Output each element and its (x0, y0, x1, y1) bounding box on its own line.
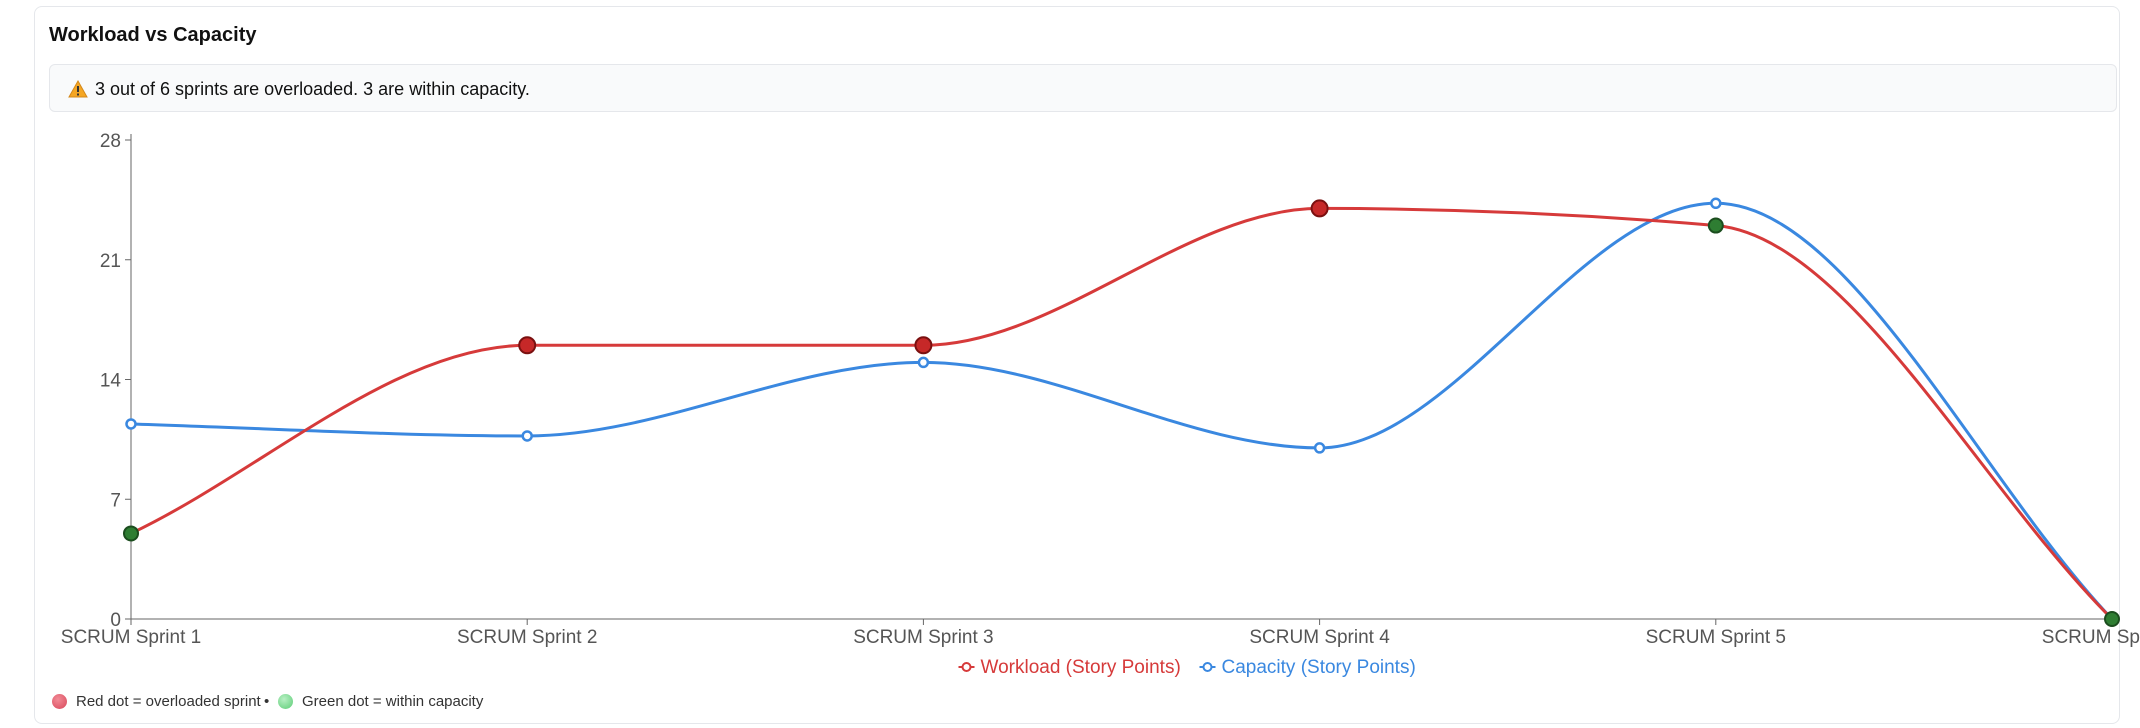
green-dot-icon (278, 693, 293, 709)
y-tick-label: 14 (100, 371, 122, 392)
workload-point-within (123, 525, 139, 542)
capacity-point (1710, 197, 1722, 210)
x-tick-label: SCRUM Sprint 2 (457, 627, 597, 648)
note-red-text: Red dot = overloaded sprint (76, 692, 261, 710)
workload-point-within (2104, 611, 2120, 627)
note-separator: • (264, 692, 270, 710)
capacity-point (521, 430, 533, 442)
legend-capacity-label: Capacity (Story Points) (1222, 657, 1416, 678)
capacity-point (125, 418, 137, 430)
legend-workload-marker (961, 662, 972, 672)
y-tick-label: 0 (110, 610, 121, 631)
workload-point-overloaded (518, 336, 537, 355)
alert-text: 3 out of 6 sprints are overloaded. 3 are… (95, 79, 530, 99)
legend-capacity-marker (1202, 662, 1213, 672)
card-title: Workload vs Capacity (49, 24, 257, 46)
legend-note-overloaded: Red dot = overloaded sprint (52, 690, 261, 712)
y-tick-label: 28 (100, 131, 121, 152)
x-tick-label: SCRUM Sprint 4 (1249, 627, 1390, 648)
chart-card (34, 6, 2120, 724)
workload-point-overloaded (1310, 199, 1329, 218)
workload-series-line (130, 206, 2114, 621)
legend-note-separator: • (264, 690, 269, 712)
legend-workload-label: Workload (Story Points) (981, 657, 1181, 678)
legend-note-within: Green dot = within capacity (278, 690, 483, 712)
capacity-series-line (130, 201, 2114, 621)
workload-point-overloaded (914, 336, 933, 355)
x-tick-label: SCRUM Sprint 5 (1646, 627, 1786, 648)
x-tick-label: SCRUM Sprint 1 (61, 627, 201, 648)
warning-icon (68, 79, 88, 98)
note-green-text: Green dot = within capacity (302, 692, 484, 710)
capacity-point (917, 356, 930, 369)
x-tick-label: SCRUM Sprint 3 (853, 627, 993, 648)
y-tick-label: 21 (100, 251, 121, 272)
workload-point-within (1707, 217, 1724, 234)
red-dot-icon (52, 693, 67, 709)
y-tick-label: 7 (110, 490, 121, 511)
capacity-point (1313, 442, 1326, 454)
x-tick-label: SCRUM Sprint 6 (2042, 627, 2140, 648)
overload-alert: 3 out of 6 sprints are overloaded. 3 are… (49, 64, 2117, 112)
